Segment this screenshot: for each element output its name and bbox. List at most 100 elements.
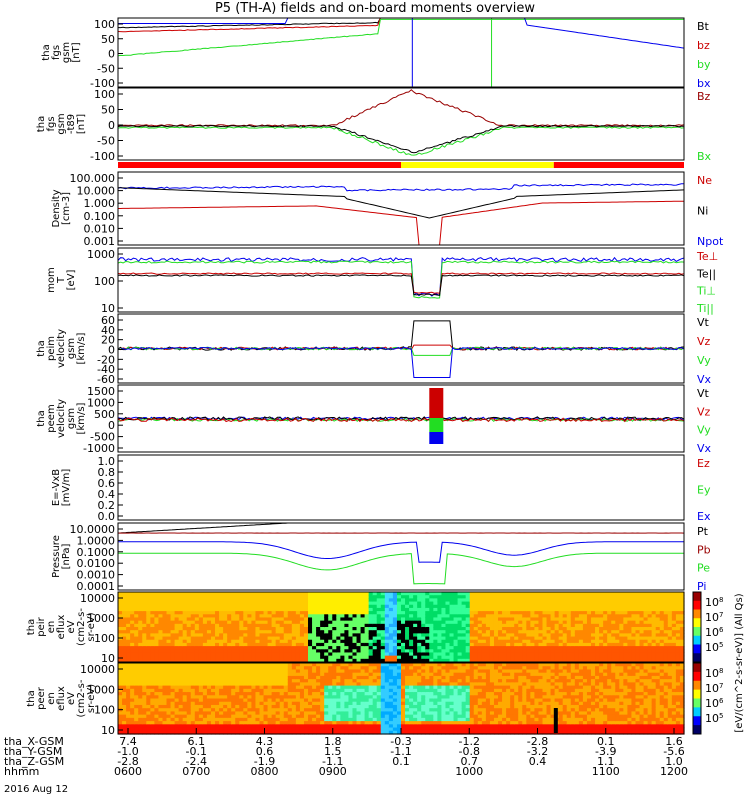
heat-cell	[643, 627, 649, 631]
heat-cell	[461, 688, 467, 693]
heat-cell	[219, 630, 224, 634]
heat-cell	[162, 620, 168, 625]
heat-cell	[360, 617, 366, 622]
heat-cell	[586, 601, 592, 606]
heat-cell	[206, 672, 212, 677]
heat-cell	[401, 655, 406, 660]
heat-cell	[295, 714, 301, 719]
heat-cell	[409, 652, 414, 657]
heat-cell	[554, 642, 560, 647]
heat-cell	[582, 617, 588, 622]
heat-cell	[671, 614, 677, 619]
heat-cell	[591, 630, 596, 634]
heat-cell	[162, 630, 168, 634]
heat-cell	[663, 627, 669, 631]
heat-cell	[154, 701, 160, 706]
heat-cell	[376, 639, 382, 644]
heat-cell	[348, 698, 354, 703]
heat-cell	[635, 595, 641, 599]
heat-cell	[275, 688, 281, 693]
heat-cell	[384, 658, 390, 663]
heat-cell	[364, 727, 370, 732]
heat-cell	[182, 682, 188, 687]
heat-cell	[647, 639, 653, 644]
heat-cell	[186, 639, 192, 644]
heat-cell	[174, 636, 180, 641]
heat-cell	[380, 642, 386, 647]
heat-cell	[635, 649, 641, 654]
heat-cell	[510, 611, 515, 615]
heat-cell	[384, 611, 390, 615]
heat-cell	[130, 675, 135, 680]
heat-cell	[372, 614, 378, 619]
heat-cell	[647, 652, 653, 657]
heat-cell	[122, 688, 127, 693]
heat-cell	[190, 692, 196, 696]
heat-cell	[134, 607, 139, 612]
heat-cell	[465, 658, 471, 663]
heat-cell	[267, 633, 273, 638]
heat-cell	[255, 658, 261, 663]
heat-cell	[312, 652, 317, 657]
heat-cell	[202, 639, 208, 644]
heat-cell	[118, 633, 123, 638]
heat-cell	[122, 595, 127, 599]
heat-cell	[178, 598, 184, 603]
heat-cell	[619, 592, 624, 596]
heat-cell	[198, 598, 204, 603]
heat-cell	[445, 633, 451, 638]
heat-cell	[595, 611, 600, 615]
heat-cell	[425, 698, 430, 703]
heat-cell	[134, 727, 139, 732]
heat-cell	[607, 592, 612, 596]
heat-cell	[421, 642, 426, 647]
heat-cell	[417, 652, 422, 657]
heat-cell	[554, 630, 560, 634]
heat-cell	[247, 592, 253, 596]
heat-cell	[287, 695, 293, 700]
heat-cell	[223, 617, 228, 622]
heat-cell	[550, 601, 556, 606]
heat-cell	[409, 698, 414, 703]
heat-cell	[142, 663, 147, 667]
heat-cell	[344, 672, 350, 677]
heat-cell	[182, 717, 188, 722]
heat-cell	[122, 633, 127, 638]
heat-cell	[287, 663, 293, 667]
heat-cell	[413, 669, 418, 674]
heat-cell	[514, 636, 519, 641]
heat-cell	[417, 639, 422, 644]
heat-cell	[542, 611, 548, 615]
heat-cell	[554, 620, 560, 625]
heat-cell	[425, 633, 430, 638]
heat-cell	[198, 655, 204, 660]
heat-cell	[502, 592, 507, 596]
heat-cell	[316, 698, 321, 703]
heat-cell	[344, 630, 350, 634]
heat-cell	[158, 695, 164, 700]
heat-cell	[453, 658, 459, 663]
heat-cell	[320, 711, 325, 716]
heat-cell	[194, 698, 200, 703]
heat-cell	[356, 627, 362, 631]
heat-cell	[118, 675, 123, 680]
heat-cell	[510, 636, 515, 641]
heat-cell	[671, 595, 677, 599]
heat-cell	[506, 658, 511, 663]
heat-cell	[550, 614, 556, 619]
heat-cell	[316, 727, 321, 732]
heat-cell	[206, 623, 212, 628]
heat-cell	[235, 595, 240, 599]
heat-cell	[291, 646, 297, 650]
heat-cell	[316, 604, 321, 609]
heat-cell	[619, 627, 624, 631]
heat-cell	[178, 639, 184, 644]
heat-cell	[324, 655, 329, 660]
heat-cell	[166, 704, 172, 709]
heat-cell	[316, 688, 321, 693]
heat-cell	[291, 627, 297, 631]
heat-cell	[445, 652, 451, 657]
heat-cell	[352, 698, 358, 703]
heat-cell	[295, 633, 301, 638]
heat-cell	[320, 639, 325, 644]
